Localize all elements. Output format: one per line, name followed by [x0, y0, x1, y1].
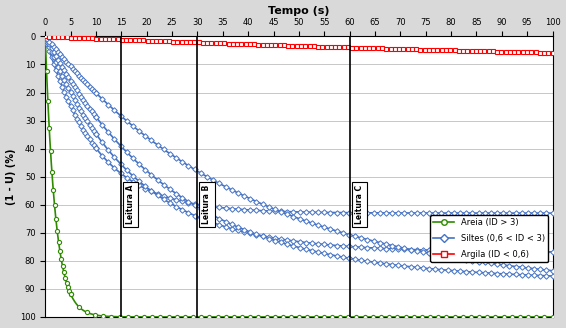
- Text: Leitura A: Leitura A: [126, 185, 135, 224]
- Text: Leitura C: Leitura C: [355, 185, 364, 224]
- Text: Leitura B: Leitura B: [203, 185, 212, 224]
- X-axis label: Tempo (s): Tempo (s): [268, 6, 329, 15]
- Y-axis label: (1 - U) (%): (1 - U) (%): [6, 149, 15, 205]
- Legend: Areia (ID > 3), Siltes (0,6 < ID < 3), Argila (ID < 0,6): Areia (ID > 3), Siltes (0,6 < ID < 3), A…: [430, 215, 548, 262]
